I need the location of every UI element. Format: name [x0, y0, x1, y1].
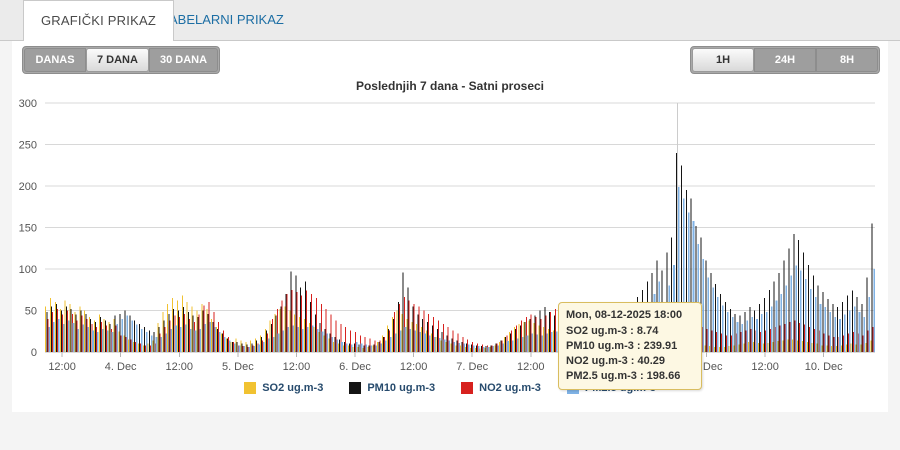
y-axis-label: 250	[19, 140, 37, 152]
gridlines: 0 50 100 150 200 250 300	[19, 98, 875, 359]
chart-panel: DANAS 7 DANA 30 DANA 1H 24H 8H Poslednjih 7 …	[12, 41, 888, 412]
tooltip-row: NO2 ug.m-3 : 40.29	[566, 355, 666, 367]
legend-label: PM10 ug.m-3	[367, 382, 436, 394]
tab-graficki-prikaz[interactable]: GRAFIČKI PRIKAZ	[23, 0, 174, 41]
x-axis-label: 4. Dec	[105, 361, 137, 373]
y-axis-label: 200	[19, 181, 37, 193]
chart-title: Poslednjih 7 dana - Satni proseci	[355, 79, 545, 93]
x-axis-label: 12:00	[751, 361, 779, 373]
y-axis-label: 0	[31, 347, 37, 359]
range-button-group: DANAS 7 DANA 30 DANA	[22, 46, 221, 74]
button-1h[interactable]: 1H	[692, 48, 754, 72]
legend-item-no2[interactable]: NO2 ug.m-3	[461, 382, 541, 394]
tooltip-row: SO2 ug.m-3 : 8.74	[566, 325, 659, 337]
legend-label: NO2 ug.m-3	[479, 382, 541, 394]
legend-item-so2[interactable]: SO2 ug.m-3	[244, 382, 323, 394]
chart-tooltip: Mon, 08-12-2025 18:00 SO2 ug.m-3 : 8.74 P…	[558, 302, 702, 390]
y-axis-label: 150	[19, 223, 37, 235]
x-axis-label: 12:00	[283, 361, 311, 373]
y-axis-label: 50	[25, 306, 37, 318]
tooltip-row: PM2.5 ug.m-3 : 198.66	[566, 370, 681, 382]
x-axis-label: 12:00	[517, 361, 545, 373]
tab-bar: GRAFIČKI PRIKAZ TABELARNI PRIKAZ	[0, 0, 900, 41]
button-8h[interactable]: 8H	[816, 48, 878, 72]
x-axis-label: 6. Dec	[339, 361, 371, 373]
tab-tabelarni-prikaz[interactable]: TABELARNI PRIKAZ	[162, 12, 284, 27]
button-danas[interactable]: DANAS	[24, 48, 86, 72]
legend-item-pm10[interactable]: PM10 ug.m-3	[349, 382, 435, 394]
x-axis-label: 12:00	[165, 361, 193, 373]
legend-label: SO2 ug.m-3	[262, 382, 324, 394]
button-7-dana[interactable]: 7 DANA	[86, 48, 149, 72]
y-axis-label: 300	[19, 98, 37, 110]
button-30-dana[interactable]: 30 DANA	[148, 48, 219, 72]
x-axis-label: 7. Dec	[456, 361, 488, 373]
tooltip-row: PM10 ug.m-3 : 239.91	[566, 340, 678, 352]
legend-swatch	[461, 382, 474, 394]
x-axis-label: 12:00	[400, 361, 428, 373]
y-axis-label: 100	[19, 264, 37, 276]
tooltip-header: Mon, 08-12-2025 18:00	[566, 309, 683, 321]
x-axis-label: 5. Dec	[222, 361, 254, 373]
x-axis-label: 12:00	[48, 361, 76, 373]
pollution-chart[interactable]: 0 50 100 150 200 250 300 12:00 4. Dec 12:00 5. Dec…	[12, 91, 888, 381]
x-axis-label: 10. Dec	[805, 361, 843, 373]
legend-swatch	[244, 382, 257, 394]
legend-swatch	[349, 382, 362, 394]
interval-button-group: 1H 24H 8H	[690, 46, 880, 74]
button-24h[interactable]: 24H	[754, 48, 816, 72]
x-axis: 12:00 4. Dec 12:00 5. Dec 12:00 6. Dec 12:00 7.…	[48, 352, 843, 373]
